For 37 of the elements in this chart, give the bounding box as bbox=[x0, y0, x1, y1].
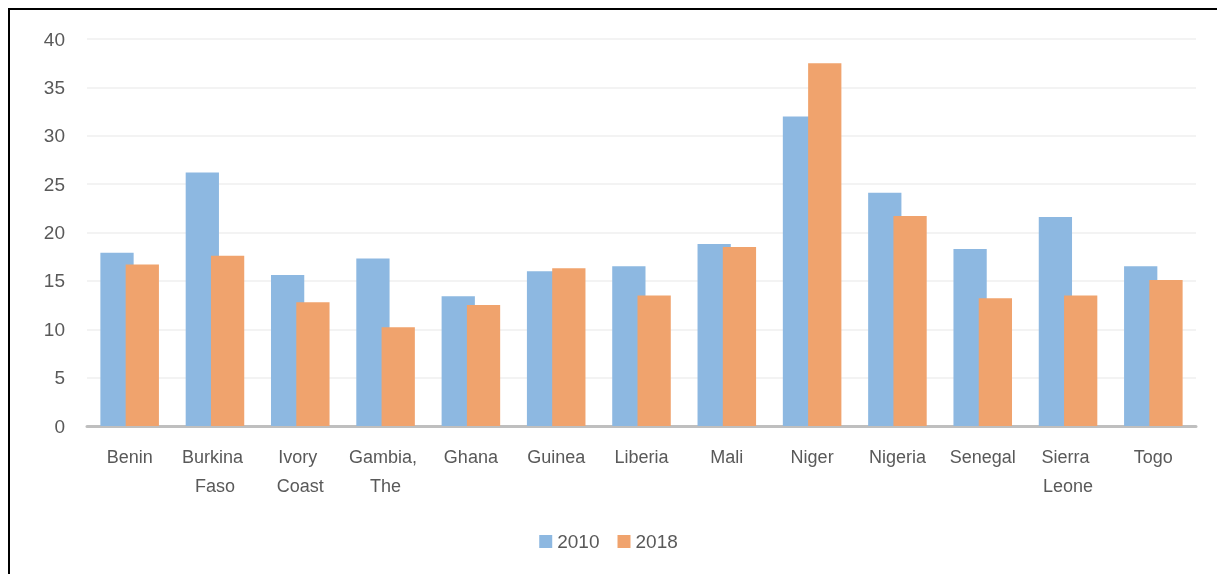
bar bbox=[210, 255, 245, 426]
x-tick-label: Benin bbox=[106, 446, 153, 467]
x-tick-label: Liberia bbox=[614, 446, 670, 467]
legend-label: 2010 bbox=[557, 531, 600, 552]
bar bbox=[381, 327, 415, 426]
y-tick-label: 5 bbox=[54, 367, 65, 389]
x-tick-label: Guinea bbox=[527, 446, 587, 467]
y-tick-label: 40 bbox=[43, 28, 65, 50]
y-tick-label: 15 bbox=[43, 270, 65, 292]
bar bbox=[1064, 295, 1098, 426]
x-tick-label: Ghana bbox=[443, 446, 499, 467]
x-tick-label: Nigeria bbox=[868, 446, 927, 467]
y-tick-label: 25 bbox=[43, 173, 65, 195]
bar bbox=[893, 216, 927, 426]
y-tick-label: 10 bbox=[43, 318, 65, 340]
bar bbox=[978, 298, 1013, 426]
y-tick-label: 20 bbox=[43, 222, 65, 243]
legend-label: 2018 bbox=[635, 531, 678, 552]
x-tick-label: Mali bbox=[710, 446, 744, 467]
x-tick-label: Togo bbox=[1133, 446, 1173, 467]
x-tick-label: Ivory Coast bbox=[276, 446, 324, 496]
bar bbox=[296, 302, 330, 426]
bar bbox=[808, 63, 842, 426]
y-tick-label: 0 bbox=[54, 415, 65, 437]
bar bbox=[125, 264, 159, 426]
bar bbox=[466, 305, 501, 426]
x-tick-label: Niger bbox=[790, 446, 834, 467]
bar bbox=[1149, 279, 1183, 426]
x-tick-label: Gambia, The bbox=[349, 446, 423, 496]
bar bbox=[637, 295, 671, 426]
x-tick-label: Senegal bbox=[949, 446, 1016, 467]
y-tick-label: 35 bbox=[43, 76, 65, 98]
x-tick-label: Burkina Faso bbox=[181, 446, 248, 496]
y-tick-label: 30 bbox=[43, 125, 65, 147]
bar bbox=[552, 268, 586, 426]
bar bbox=[722, 247, 757, 426]
x-tick-label: Sierra Leone bbox=[1041, 446, 1095, 496]
